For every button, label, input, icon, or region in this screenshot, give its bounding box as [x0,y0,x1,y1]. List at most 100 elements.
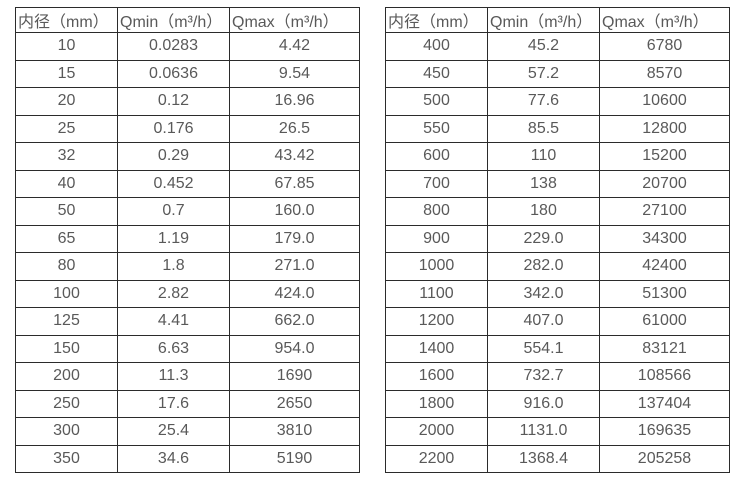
table-cell: 100 [15,279,118,308]
table-cell: 65 [15,224,118,253]
table-row: 65 1.19 179.0 [15,224,360,253]
table-row: 15 0.0636 9.54 [15,59,360,88]
table-row: 1800 916.0 137404 [385,389,730,418]
table-cell: 1.19 [117,224,230,253]
table-cell: 600 [385,142,488,171]
table-cell: 138 [487,169,600,198]
column-header: 内径（mm） [385,7,488,33]
table-row: 50 0.7 160.0 [15,197,360,226]
table-cell: 0.176 [117,114,230,143]
table-cell: 3810 [229,417,360,446]
table-cell: 180 [487,197,600,226]
table-cell: 34.6 [117,444,230,473]
table-cell: 51300 [599,279,730,308]
table-cell: 1600 [385,362,488,391]
table-row: 125 4.41 662.0 [15,307,360,336]
table-cell: 2.82 [117,279,230,308]
table-row: 300 25.4 3810 [15,417,360,446]
table-row: 800 180 27100 [385,197,730,226]
table-cell: 205258 [599,444,730,473]
table-cell: 50 [15,197,118,226]
table-row: 10 0.0283 4.42 [15,32,360,61]
table-row: 2000 1131.0 169635 [385,417,730,446]
table-cell: 250 [15,389,118,418]
table-cell: 0.29 [117,142,230,171]
table-row: 500 77.6 10600 [385,87,730,116]
table-row: 20 0.12 16.96 [15,87,360,116]
table-cell: 57.2 [487,59,600,88]
table-cell: 300 [15,417,118,446]
table-row: 350 34.6 5190 [15,444,360,473]
table-cell: 15200 [599,142,730,171]
flow-range-table-small-diameters: 内径（mm） Qmin（m³/h） Qmax（m³/h） 10 0.0283 4.42 1… [15,7,360,473]
table-cell: 2000 [385,417,488,446]
table-row: 1000 282.0 42400 [385,252,730,281]
table-row: 2200 1368.4 205258 [385,444,730,473]
table-cell: 1400 [385,334,488,363]
table-row: 450 57.2 8570 [385,59,730,88]
table-row: 400 45.2 6780 [385,32,730,61]
table-row: 1100 342.0 51300 [385,279,730,308]
table-cell: 350 [15,444,118,473]
table-cell: 800 [385,197,488,226]
table-row: 40 0.452 67.85 [15,169,360,198]
table-cell: 26.5 [229,114,360,143]
table-cell: 10600 [599,87,730,116]
header-row: 内径（mm） Qmin（m³/h） Qmax（m³/h） [15,7,360,33]
table-cell: 42400 [599,252,730,281]
table-cell: 0.12 [117,87,230,116]
table-row: 80 1.8 271.0 [15,252,360,281]
table-cell: 0.452 [117,169,230,198]
table-cell: 32 [15,142,118,171]
table-cell: 10 [15,32,118,61]
table-row: 150 6.63 954.0 [15,334,360,363]
table-cell: 0.7 [117,197,230,226]
table-cell: 0.0283 [117,32,230,61]
table-cell: 5190 [229,444,360,473]
table-cell: 25 [15,114,118,143]
table-cell: 16.96 [229,87,360,116]
table-cell: 450 [385,59,488,88]
table-cell: 1100 [385,279,488,308]
table-row: 250 17.6 2650 [15,389,360,418]
table-cell: 169635 [599,417,730,446]
column-header: 内径（mm） [15,7,118,33]
table-cell: 4.41 [117,307,230,336]
table-cell: 1200 [385,307,488,336]
table-cell: 34300 [599,224,730,253]
header-row: 内径（mm） Qmin（m³/h） Qmax（m³/h） [385,7,730,33]
table-row: 1200 407.0 61000 [385,307,730,336]
table-cell: 61000 [599,307,730,336]
table-cell: 80 [15,252,118,281]
table-cell: 43.42 [229,142,360,171]
table-row: 1600 732.7 108566 [385,362,730,391]
table-cell: 200 [15,362,118,391]
table-cell: 282.0 [487,252,600,281]
table-cell: 954.0 [229,334,360,363]
table-row: 1400 554.1 83121 [385,334,730,363]
table-cell: 229.0 [487,224,600,253]
table-cell: 271.0 [229,252,360,281]
table-cell: 20 [15,87,118,116]
table-cell: 110 [487,142,600,171]
table-row: 200 11.3 1690 [15,362,360,391]
table-cell: 400 [385,32,488,61]
table-row: 550 85.5 12800 [385,114,730,143]
table-cell: 83121 [599,334,730,363]
column-header: Qmax（m³/h） [599,7,730,33]
table-row: 25 0.176 26.5 [15,114,360,143]
table-cell: 77.6 [487,87,600,116]
table-cell: 11.3 [117,362,230,391]
table-cell: 25.4 [117,417,230,446]
table-cell: 137404 [599,389,730,418]
table-cell: 1690 [229,362,360,391]
table-row: 700 138 20700 [385,169,730,198]
table-cell: 407.0 [487,307,600,336]
flow-range-table-large-diameters: 内径（mm） Qmin（m³/h） Qmax（m³/h） 400 45.2 6780 45… [385,7,730,473]
table-row: 100 2.82 424.0 [15,279,360,308]
table-cell: 700 [385,169,488,198]
table-cell: 732.7 [487,362,600,391]
table-cell: 12800 [599,114,730,143]
table-cell: 2200 [385,444,488,473]
